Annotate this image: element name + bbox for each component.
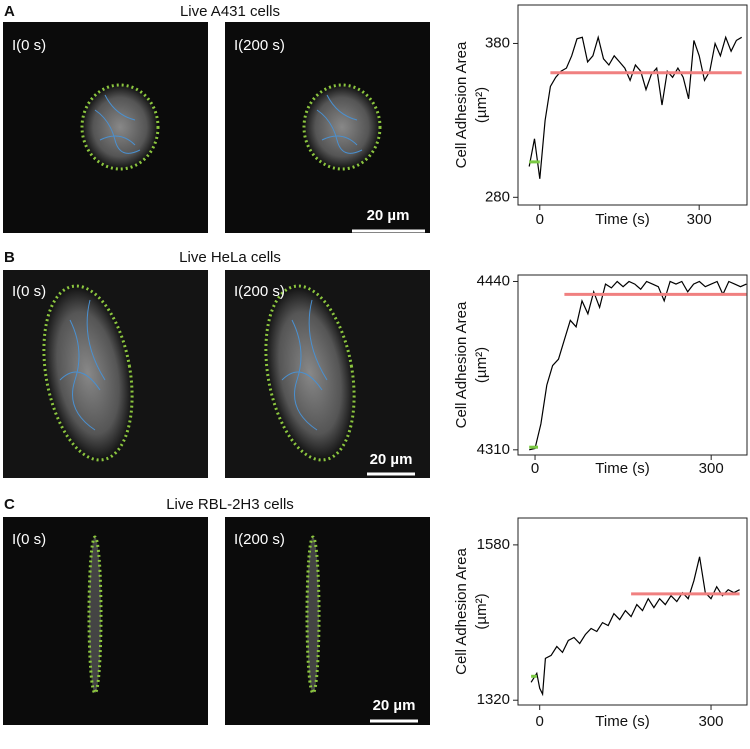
filaments [281, 299, 328, 431]
y-tick-label: 380 [485, 34, 510, 51]
data-line [529, 280, 747, 451]
cell-outline [80, 83, 160, 171]
panel-letter: C [4, 496, 15, 513]
image [3, 517, 208, 725]
images [3, 22, 430, 725]
panel-letter: A [4, 3, 15, 20]
data-line [528, 34, 743, 179]
image-label: I(200 s) [234, 37, 285, 54]
y-axis-label: Cell Adhesion Area [453, 41, 470, 168]
cell [307, 537, 319, 693]
x-tick-label: 0 [536, 211, 544, 228]
filaments [94, 94, 141, 154]
cell [89, 537, 101, 693]
image-label: I(200 s) [234, 531, 285, 548]
panel-title: Live A431 cells [180, 3, 280, 20]
cell-outline [42, 284, 134, 462]
y-tick-label: 4310 [477, 441, 510, 458]
y-axis-label: (µm²) [473, 87, 490, 123]
plot-frame [517, 517, 748, 706]
filaments [316, 94, 363, 154]
cell [43, 286, 133, 460]
data-line [530, 556, 740, 697]
panel-title: Live HeLa cells [179, 249, 281, 266]
cell-outline [302, 83, 382, 171]
x-axis-label: Time (s) [595, 713, 649, 730]
y-axis-label: Cell Adhesion Area [453, 301, 470, 428]
x-tick-label: 300 [699, 713, 724, 730]
image-label: I(200 s) [234, 283, 285, 300]
y-axis-label: Cell Adhesion Area [453, 547, 470, 674]
y-tick-label: 1320 [477, 691, 510, 708]
x-tick-label: 0 [536, 713, 544, 730]
y-axis-label: (µm²) [473, 347, 490, 383]
y-axis-label: (µm²) [473, 593, 490, 629]
image-label: I(0 s) [12, 37, 46, 54]
cell-outline [305, 535, 321, 695]
y-tick-label: 280 [485, 188, 510, 205]
x-tick-label: 0 [531, 460, 539, 477]
image-label: I(0 s) [12, 531, 46, 548]
image [225, 517, 430, 725]
x-tick-label: 300 [699, 460, 724, 477]
cell [304, 85, 380, 169]
scale-bar-label: 20 µm [367, 207, 410, 224]
x-axis-label: Time (s) [595, 460, 649, 477]
x-tick-label: 300 [687, 211, 712, 228]
image-labels: I(0 s) I(200 s) 20 µm [12, 531, 415, 714]
scale-bar-label: 20 µm [373, 697, 416, 714]
image-labels: I(0 s) I(200 s) 20 µm [12, 37, 409, 224]
plot-frame [517, 274, 748, 456]
cell [265, 286, 355, 460]
x-axis-label: Time (s) [595, 211, 649, 228]
cell-outline [264, 284, 356, 462]
cell [82, 85, 158, 169]
filaments [59, 299, 106, 431]
image-labels: I(0 s) I(200 s) 20 µm [12, 283, 412, 468]
y-tick-label: 4440 [477, 272, 510, 289]
panel-letter: B [4, 249, 15, 266]
image-label: I(0 s) [12, 283, 46, 300]
cell-outline [87, 535, 103, 695]
y-tick-label: 1580 [477, 536, 510, 553]
scale-bar-label: 20 µm [370, 451, 413, 468]
panel-title: Live RBL-2H3 cells [166, 496, 294, 513]
plot-frame [517, 4, 748, 206]
